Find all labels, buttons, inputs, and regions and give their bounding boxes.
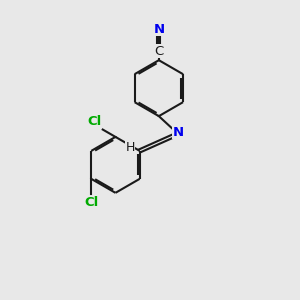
Text: Cl: Cl bbox=[84, 196, 98, 209]
Text: H: H bbox=[126, 141, 135, 154]
Text: Cl: Cl bbox=[87, 115, 101, 128]
Text: N: N bbox=[153, 23, 164, 36]
Text: N: N bbox=[172, 126, 184, 139]
Text: C: C bbox=[154, 45, 164, 58]
